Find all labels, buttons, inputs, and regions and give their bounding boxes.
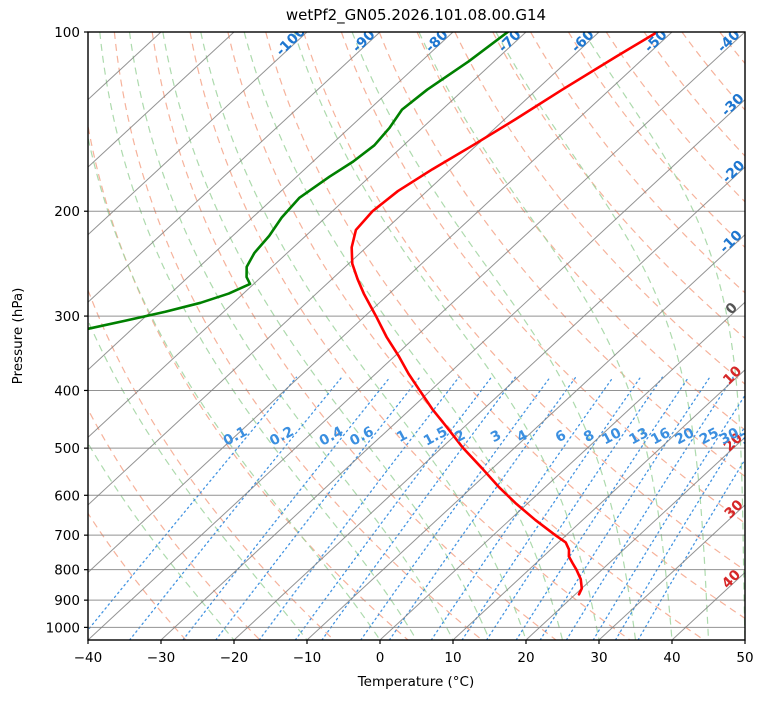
isobar-lines — [88, 32, 745, 628]
x-tick-label: 50 — [736, 650, 753, 666]
y-tick-label: 900 — [54, 593, 80, 609]
moist-adiabat-lines — [88, 32, 745, 640]
x-axis-label: Temperature (°C) — [357, 674, 475, 690]
x-tick-label: −30 — [147, 650, 176, 666]
x-tick-label: −20 — [220, 650, 249, 666]
y-tick-label: 200 — [54, 204, 80, 220]
x-axis-ticks: −40 −30 −20 −10 0 10 20 30 40 50 — [74, 640, 754, 666]
y-tick-label: 700 — [54, 528, 80, 544]
mixing-ratio-label: 36 — [738, 425, 763, 448]
y-tick-label: 400 — [54, 383, 80, 399]
temperature-profile — [350, 32, 659, 596]
dewpoint-profile — [88, 32, 510, 331]
mixing-ratio-lines — [88, 376, 745, 640]
x-tick-label: 10 — [444, 650, 461, 666]
x-tick-label: −40 — [74, 650, 103, 666]
y-axis-label: Pressure (hPa) — [10, 288, 26, 385]
plot-border — [87, 31, 746, 641]
y-tick-label: 300 — [54, 309, 80, 325]
y-axis-ticks: 100 200 300 400 500 600 700 800 900 1000 — [46, 25, 88, 636]
x-tick-label: 20 — [517, 650, 534, 666]
x-tick-label: 40 — [663, 650, 680, 666]
y-tick-label: 600 — [54, 488, 80, 504]
x-tick-label: −10 — [293, 650, 322, 666]
chart-title: wetPf2_GN05.2026.101.08.00.G14 — [286, 6, 546, 25]
y-tick-label: 500 — [54, 441, 80, 457]
x-tick-label: 30 — [590, 650, 607, 666]
x-tick-label: 0 — [376, 650, 385, 666]
y-tick-label: 1000 — [46, 620, 80, 636]
y-tick-label: 800 — [54, 563, 80, 579]
y-tick-label: 100 — [54, 25, 80, 41]
